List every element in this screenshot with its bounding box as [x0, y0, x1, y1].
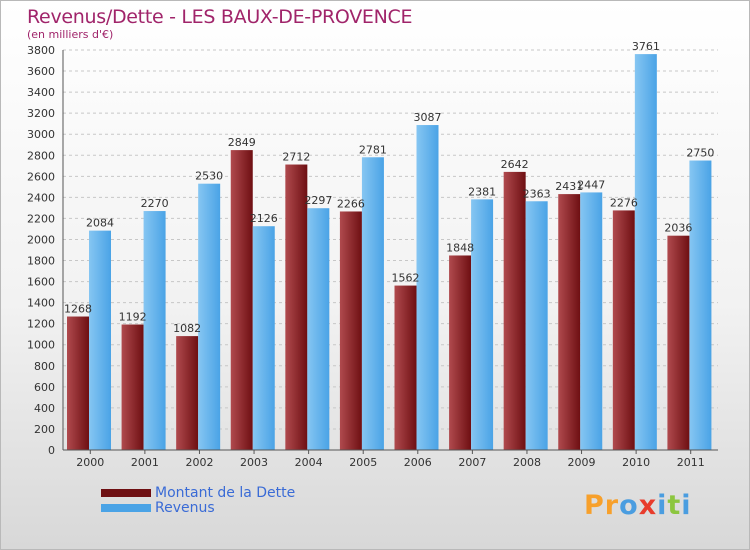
bar-dette [285, 164, 308, 451]
y-tick-label: 1400 [27, 297, 55, 310]
bar-dette-label: 2712 [282, 151, 310, 164]
y-tick-label: 0 [48, 444, 55, 457]
bar-revenus [525, 201, 548, 450]
bar-revenus [252, 226, 275, 450]
bar-dette-label: 2266 [337, 197, 365, 210]
y-tick-label: 800 [34, 360, 55, 373]
bar-dette [121, 324, 144, 450]
bar-revenus-label: 2781 [359, 143, 387, 156]
bar-revenus-label: 2270 [141, 197, 169, 210]
y-tick-label: 1200 [27, 318, 55, 331]
bar-dette [449, 255, 472, 450]
bar-dette [558, 194, 581, 450]
y-tick-label: 3400 [27, 86, 55, 99]
logo-letter: t [667, 490, 682, 521]
bar-revenus-label: 2381 [468, 185, 496, 198]
logo-letter: i [657, 490, 668, 521]
bar-revenus [143, 211, 166, 450]
y-tick-label: 1600 [27, 276, 55, 289]
legend-label-revenus: Revenus [155, 500, 215, 516]
y-tick-label: 3800 [27, 44, 55, 57]
x-tick-label: 2001 [131, 456, 159, 469]
legend-swatch-dette [101, 489, 151, 497]
y-tick-label: 2000 [27, 233, 55, 246]
bar-revenus-label: 2447 [577, 178, 605, 191]
y-tick-label: 2400 [27, 191, 55, 204]
logo-letter: r [604, 490, 620, 521]
legend-label-dette: Montant de la Dette [155, 485, 296, 501]
x-tick-label: 2011 [677, 456, 705, 469]
x-tick-label: 2000 [76, 456, 104, 469]
y-tick-label: 3600 [27, 65, 55, 78]
bar-revenus [198, 183, 221, 450]
legend-swatch-revenus [101, 504, 151, 512]
y-tick-label: 600 [34, 381, 55, 394]
logo-letter: P [584, 490, 605, 521]
bar-revenus-label: 2126 [250, 212, 278, 225]
bar-revenus [416, 125, 439, 450]
bar-revenus-label: 3761 [632, 40, 660, 53]
bar-dette [394, 285, 417, 450]
bar-revenus [361, 157, 384, 450]
x-tick-label: 2006 [404, 456, 432, 469]
y-tick-label: 3000 [27, 128, 55, 141]
data-labels: 1268 2084 1192 2270 1082 2530 2849 2126 2712 2297… [64, 40, 714, 335]
x-tick-label: 2003 [240, 456, 268, 469]
logo-letter: o [619, 490, 639, 521]
bar-revenus [89, 230, 111, 450]
x-tick-label: 2005 [349, 456, 377, 469]
bar-dette-label: 2036 [664, 222, 692, 235]
chart-title: Revenus/Dette - LES BAUX-DE-PROVENCE [27, 6, 413, 28]
x-tick-label: 2008 [513, 456, 541, 469]
bar-dette-label: 1082 [173, 322, 201, 335]
y-tick-label: 2800 [27, 149, 55, 162]
y-tick-label: 1800 [27, 255, 55, 268]
bar-revenus-label: 2530 [195, 170, 223, 183]
bar-chart: 1268 2084 1192 2270 1082 2530 2849 2126 2712 2297… [27, 40, 718, 469]
bar-dette-label: 1848 [446, 241, 474, 254]
y-tick-label: 3200 [27, 107, 55, 120]
bar-revenus-label: 2363 [523, 187, 551, 200]
bar-revenus [580, 192, 603, 450]
bar-dette [176, 336, 199, 450]
x-tick-label: 2002 [185, 456, 213, 469]
y-tick-label: 400 [34, 402, 55, 415]
x-tick-label: 2010 [622, 456, 650, 469]
x-tick-label: 2004 [295, 456, 323, 469]
y-tick-label: 2200 [27, 212, 55, 225]
logo-letter: i [681, 490, 692, 521]
bar-dette [612, 210, 635, 450]
y-tick-label: 1000 [27, 339, 55, 352]
x-tick-label: 2009 [568, 456, 596, 469]
bar-dette-label: 2849 [228, 136, 256, 149]
bar-revenus [307, 208, 330, 450]
y-tick-label: 200 [34, 423, 55, 436]
bar-dette-label: 1268 [64, 303, 92, 316]
bar-dette-label: 2642 [501, 158, 529, 171]
bar-dette [667, 235, 690, 450]
bars [67, 54, 712, 451]
bar-revenus-label: 2750 [686, 147, 714, 160]
bar-revenus-label: 3087 [414, 111, 442, 124]
bar-dette-label: 1192 [119, 311, 147, 324]
grid-lines [63, 49, 718, 430]
axes: 0 200 400 600 800 1000 1200 1400 1600 1800 2000 220… [27, 44, 718, 469]
bar-dette-label: 1562 [392, 272, 420, 285]
bar-dette [339, 211, 362, 450]
y-tick-label: 2600 [27, 170, 55, 183]
chart-subtitle: (en milliers d'€) [27, 28, 114, 41]
bar-revenus-label: 2297 [304, 194, 332, 207]
bar-revenus [689, 160, 712, 451]
x-tick-label: 2007 [458, 456, 486, 469]
bar-dette-label: 2431 [555, 180, 583, 193]
bar-dette [503, 171, 526, 451]
bar-dette-label: 2276 [610, 196, 638, 209]
bar-revenus [634, 54, 657, 451]
logo-letter: x [638, 490, 658, 521]
bar-dette [67, 316, 89, 450]
bar-dette [230, 150, 253, 450]
bar-revenus [471, 199, 494, 450]
proxiti-logo: Proxiti [584, 490, 692, 521]
bar-revenus-label: 2084 [86, 217, 114, 230]
